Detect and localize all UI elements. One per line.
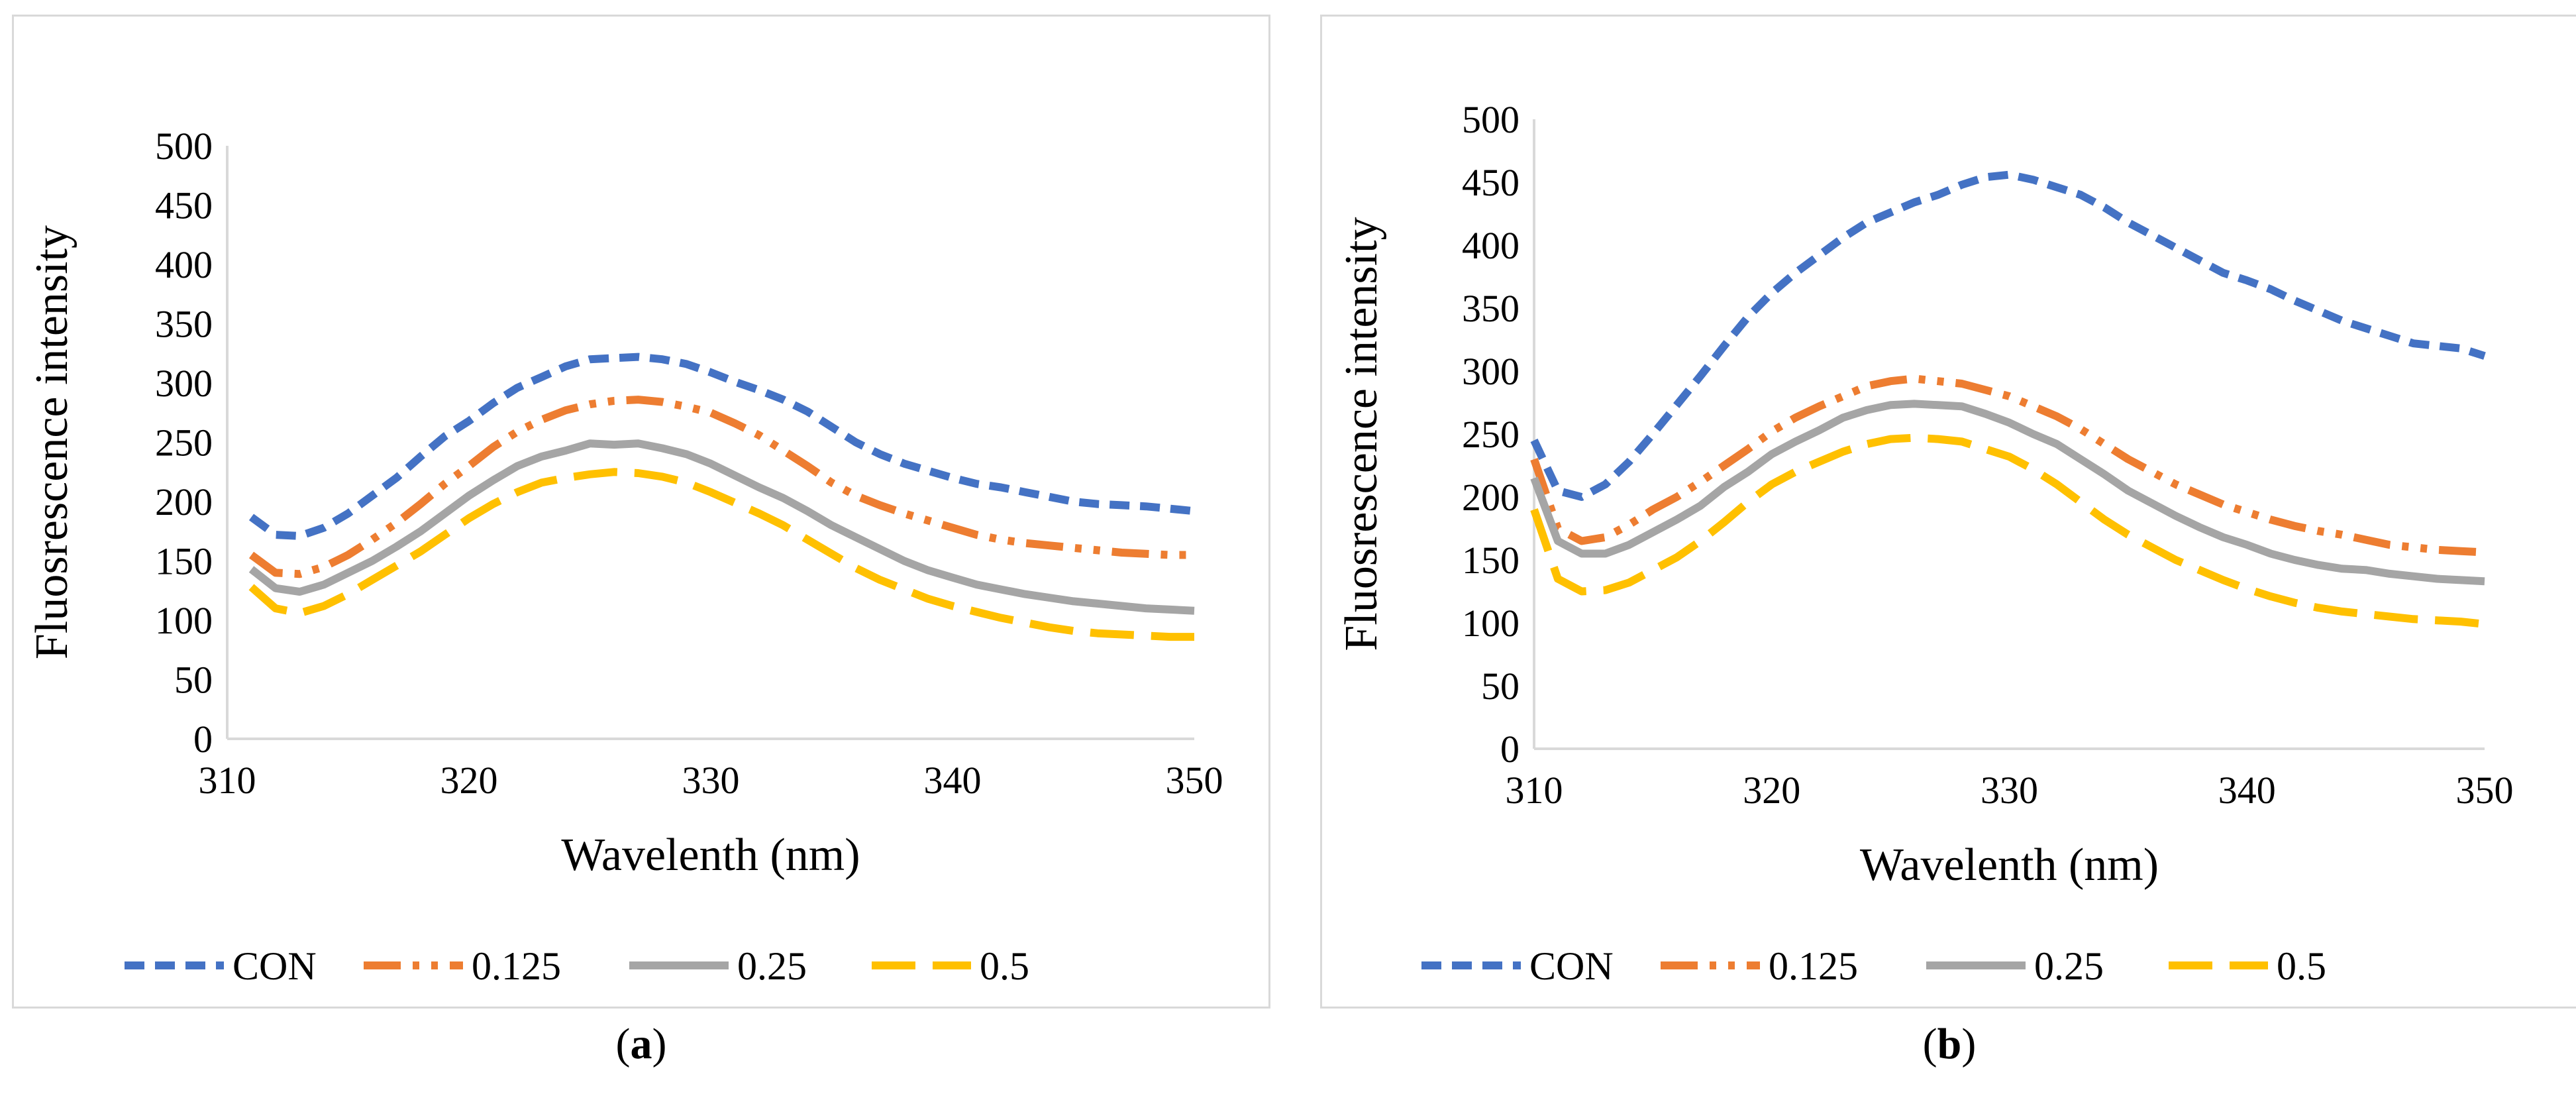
legend-label-0-5: 0.5 xyxy=(2277,944,2326,988)
line-chart-a: 0 50 100 150 200 250 300 350 400 450 500 310 320 330 3… xyxy=(26,125,1223,988)
y-tick-label: 400 xyxy=(1462,224,1520,267)
series-line-0-5 xyxy=(248,468,1194,641)
legend-label-CON: CON xyxy=(1529,944,1614,988)
y-tick-label: 350 xyxy=(1462,287,1520,330)
subfigure-label-b: (b) xyxy=(1922,1020,1977,1068)
y-tick-label: 500 xyxy=(155,125,213,168)
series-line-0-125 xyxy=(1530,374,2485,557)
y-tick-label: 350 xyxy=(155,303,213,346)
y-tick-label: 400 xyxy=(155,243,213,286)
x-tick-label: 350 xyxy=(1166,759,1223,802)
line-chart-b: 0 50 100 150 200 250 300 350 400 450 500 310 320 330 3… xyxy=(1336,98,2514,988)
x-tick-label: 330 xyxy=(682,759,740,802)
series-line-CON xyxy=(248,353,1195,540)
y-tick-label: 250 xyxy=(155,421,213,465)
chart-panel-a: 0 50 100 150 200 250 300 350 400 450 500 310 320 330 3… xyxy=(12,15,1270,1009)
x-axis-title: Wavelenth (nm) xyxy=(561,830,860,881)
y-tick-label: 300 xyxy=(1462,350,1520,393)
x-tick-label: 350 xyxy=(2456,769,2514,812)
y-tick-label: 450 xyxy=(155,184,213,227)
x-tick-label: 310 xyxy=(199,759,256,802)
series-line-0-5 xyxy=(1530,433,2485,628)
x-tick-label: 340 xyxy=(924,759,982,802)
y-tick-label: 100 xyxy=(1462,602,1520,645)
chart-panel-b: 0 50 100 150 200 250 300 350 400 450 500 310 320 330 3… xyxy=(1320,15,2576,1009)
legend-label-0-5: 0.5 xyxy=(980,944,1029,988)
y-tick-label: 450 xyxy=(1462,161,1520,204)
legend-label-CON: CON xyxy=(232,944,317,988)
x-axis-title: Wavelenth (nm) xyxy=(1860,840,2159,891)
y-tick-label: 150 xyxy=(1462,539,1520,582)
y-tick-label: 100 xyxy=(155,599,213,642)
series-line-0-125 xyxy=(248,396,1194,578)
y-tick-label: 50 xyxy=(174,659,213,702)
subfigure-label-a: (a) xyxy=(615,1020,667,1068)
series-line-0-25 xyxy=(248,439,1195,615)
y-tick-label: 0 xyxy=(193,718,213,761)
y-tick-label: 150 xyxy=(155,540,213,583)
x-tick-label: 310 xyxy=(1506,769,1563,812)
y-tick-label: 200 xyxy=(1462,476,1520,519)
y-tick-label: 250 xyxy=(1462,413,1520,456)
y-axis-title: Fluosrescence intensity xyxy=(1336,217,1387,651)
legend-label-0-125: 0.125 xyxy=(472,944,561,988)
series-line-CON xyxy=(1530,170,2486,501)
legend-label-0-125: 0.125 xyxy=(1769,944,1858,988)
x-tick-label: 330 xyxy=(1981,769,2038,812)
series-line-0-25 xyxy=(1530,400,2485,586)
y-tick-label: 50 xyxy=(1481,665,1520,708)
y-tick-label: 300 xyxy=(155,362,213,405)
x-tick-label: 340 xyxy=(2218,769,2276,812)
legend-label-0-25: 0.25 xyxy=(737,944,807,988)
y-tick-label: 0 xyxy=(1500,728,1520,771)
x-tick-label: 320 xyxy=(1743,769,1800,812)
x-tick-label: 320 xyxy=(440,759,498,802)
y-tick-label: 500 xyxy=(1462,98,1520,141)
y-axis-title: Fluosrescence intensity xyxy=(26,225,77,659)
legend-label-0-25: 0.25 xyxy=(2034,944,2104,988)
y-tick-label: 200 xyxy=(155,480,213,523)
